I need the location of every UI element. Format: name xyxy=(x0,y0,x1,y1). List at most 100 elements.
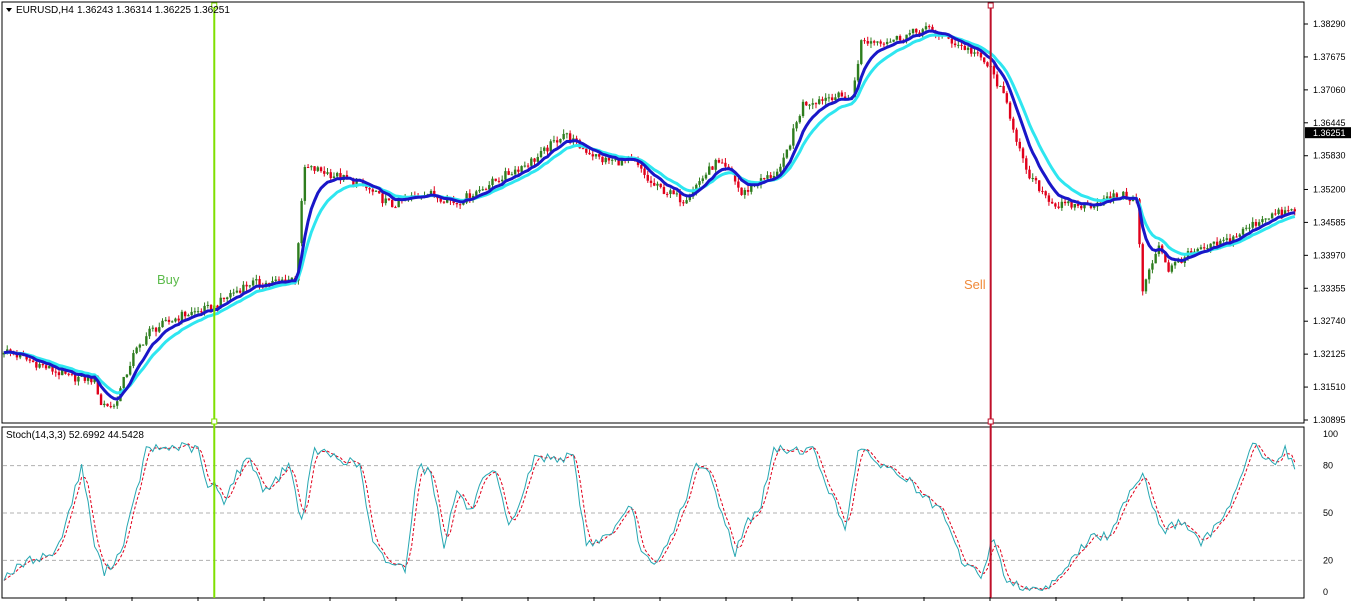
candle-body xyxy=(1038,180,1041,191)
candle-body xyxy=(1147,269,1151,280)
candle-body xyxy=(1105,196,1109,199)
stoch-axis: 100 80 50 20 0 xyxy=(1323,429,1338,597)
candle-body xyxy=(1115,193,1119,198)
candle-body xyxy=(128,365,132,375)
candle-body xyxy=(837,92,840,98)
stoch-tick-3: 20 xyxy=(1323,555,1333,565)
current-price-label: 1.36251 xyxy=(1313,128,1346,138)
candle-body xyxy=(1170,265,1174,272)
candle-body xyxy=(610,159,614,161)
candle-body xyxy=(1076,203,1080,206)
candle-body xyxy=(643,168,646,175)
candle-body xyxy=(656,183,659,186)
candle-body xyxy=(1219,240,1222,246)
candle-body xyxy=(1164,252,1167,263)
candle-body xyxy=(148,328,151,337)
candle-body xyxy=(245,284,248,287)
sell-line-top-handle[interactable] xyxy=(987,2,994,9)
candle-body xyxy=(950,38,954,44)
candle-body xyxy=(141,344,145,346)
candle-body xyxy=(1225,238,1229,240)
candle-body xyxy=(274,279,277,281)
candle-body xyxy=(876,41,879,43)
candle-body xyxy=(646,174,649,181)
candle-body xyxy=(581,148,585,150)
candle-body xyxy=(196,311,200,313)
candle-body xyxy=(1199,247,1203,249)
candle-body xyxy=(1241,228,1245,235)
candle-body xyxy=(316,167,319,171)
candle-body xyxy=(15,354,19,358)
candle-body xyxy=(190,311,193,316)
candle-body xyxy=(769,175,772,178)
candle-body xyxy=(1287,210,1290,212)
candle-body xyxy=(601,156,604,163)
candle-body xyxy=(200,311,203,313)
candle-body xyxy=(38,364,41,368)
candle-body xyxy=(740,187,743,195)
sell-line-bottom-handle[interactable] xyxy=(987,418,994,425)
buy-line-top-handle[interactable] xyxy=(211,2,218,9)
candle-body xyxy=(158,327,161,332)
candle-body xyxy=(743,190,747,195)
candle-body xyxy=(1028,169,1031,179)
candle-body xyxy=(25,355,28,360)
candle-body xyxy=(319,167,323,172)
candle-body xyxy=(1254,221,1258,226)
candle-body xyxy=(530,158,533,166)
candle-body xyxy=(67,373,70,375)
candle-body xyxy=(805,101,808,106)
candle-body xyxy=(733,172,737,182)
price-tick-4: 1.35830 xyxy=(1313,151,1346,161)
candle-body xyxy=(1128,199,1131,202)
candle-body xyxy=(682,202,685,204)
candle-body xyxy=(549,141,552,152)
candle-body xyxy=(1264,218,1267,220)
candle-body xyxy=(520,166,523,172)
price-tick-5: 1.35200 xyxy=(1313,184,1346,194)
candle-body xyxy=(475,191,478,196)
candle-body xyxy=(187,315,190,317)
candle-body xyxy=(452,200,455,204)
price-tick-6: 1.34585 xyxy=(1313,217,1346,227)
candle-body xyxy=(323,171,326,174)
candle-body xyxy=(478,189,481,192)
candle-body xyxy=(555,140,559,143)
current-price-box xyxy=(1305,127,1351,139)
candle-body xyxy=(750,185,753,192)
candle-body xyxy=(209,304,213,312)
candle-body xyxy=(468,193,472,200)
candle-body xyxy=(1173,262,1177,266)
candle-body xyxy=(1151,263,1154,270)
candle-body xyxy=(167,319,171,322)
buy-line-bottom-handle[interactable] xyxy=(211,418,218,425)
candle-body xyxy=(329,172,332,179)
stoch-tick-1: 80 xyxy=(1323,461,1333,471)
candle-body xyxy=(41,364,45,366)
candle-body xyxy=(1034,178,1038,181)
candle-body xyxy=(513,169,517,175)
candle-body xyxy=(895,36,899,40)
candle-body xyxy=(1293,209,1296,212)
candle-body xyxy=(64,370,67,374)
candle-body xyxy=(766,175,769,179)
candle-body xyxy=(290,277,294,280)
chart-menu-triangle-icon[interactable] xyxy=(6,8,12,12)
candle-body xyxy=(248,285,252,287)
candle-body xyxy=(429,190,433,195)
candle-body xyxy=(892,39,895,42)
candle-body xyxy=(491,178,494,186)
candle-body xyxy=(594,154,598,157)
candle-body xyxy=(484,189,488,191)
candle-body xyxy=(905,34,908,41)
candle-body xyxy=(911,28,915,34)
candle-body xyxy=(384,198,387,204)
candle-body xyxy=(523,165,527,167)
candle-body xyxy=(889,41,892,43)
candle-body xyxy=(830,97,834,101)
candle-body xyxy=(1122,191,1125,198)
candle-body xyxy=(1248,227,1251,229)
candle-body xyxy=(1235,236,1238,238)
candle-body xyxy=(109,406,112,408)
